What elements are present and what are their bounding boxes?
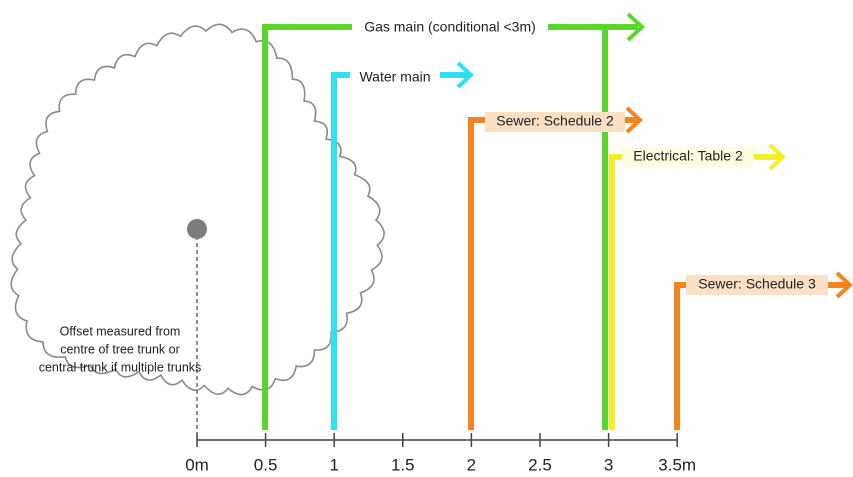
label-bg xyxy=(686,275,828,295)
label-bg xyxy=(622,147,754,167)
label-bg xyxy=(352,17,548,37)
sewer-line xyxy=(674,282,848,430)
utility-label: Sewer: Schedule 3 xyxy=(698,276,816,292)
tree-trunk xyxy=(187,219,207,239)
water-main-line xyxy=(331,72,468,430)
sewer-3 xyxy=(674,271,853,430)
arrow xyxy=(456,61,474,89)
tick-label: 1 xyxy=(329,455,338,474)
arrow xyxy=(626,12,645,42)
label-bg xyxy=(350,67,440,87)
tick-label: 1.5 xyxy=(391,455,415,474)
tick-label: 0m xyxy=(185,455,209,474)
utility-label: Water main xyxy=(359,69,430,85)
note: Offset measured from xyxy=(60,324,181,338)
tree-canopy xyxy=(10,23,385,396)
arrow xyxy=(835,271,853,299)
water-main xyxy=(331,61,474,430)
note: centre of tree trunk or xyxy=(60,342,180,356)
utility-label: Gas main (conditional <3m) xyxy=(364,19,536,35)
arrow xyxy=(768,143,786,171)
tick-label: 0.5 xyxy=(254,455,278,474)
tick-label: 2.5 xyxy=(528,455,552,474)
tick-label: 3.5m xyxy=(658,455,696,474)
tick-label: 2 xyxy=(467,455,476,474)
label-bg xyxy=(485,112,625,132)
utility-label: Electrical: Table 2 xyxy=(633,148,743,164)
arrow xyxy=(625,106,643,134)
axis-ticks: 0m 0.5 1 1.5 2 2.5 3 3.5m xyxy=(185,433,696,474)
utility-label: Sewer: Schedule 2 xyxy=(496,113,614,129)
gas-main-line xyxy=(262,24,638,430)
note: central trunk if multiple trunks xyxy=(39,360,202,374)
tick-label: 3 xyxy=(604,455,613,474)
